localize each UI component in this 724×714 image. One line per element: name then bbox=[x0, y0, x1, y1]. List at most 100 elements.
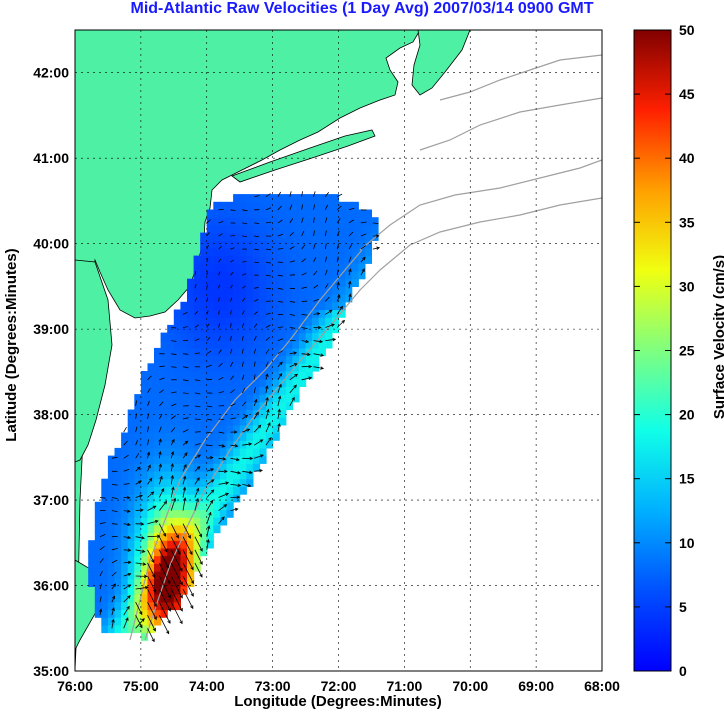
velocity-arrow bbox=[277, 383, 282, 394]
velocity-cell bbox=[292, 232, 300, 241]
velocity-cell bbox=[318, 340, 326, 349]
velocity-cell bbox=[226, 371, 234, 380]
velocity-cell bbox=[193, 547, 201, 557]
velocity-cell bbox=[252, 247, 261, 257]
velocity-cell bbox=[94, 578, 102, 587]
velocity-cell bbox=[173, 378, 181, 387]
velocity-cell bbox=[154, 417, 162, 426]
velocity-cell bbox=[147, 471, 155, 480]
velocity-cell bbox=[180, 463, 188, 472]
velocity-cell bbox=[187, 417, 195, 426]
velocity-cell bbox=[266, 409, 274, 418]
velocity-arrow bbox=[324, 217, 328, 224]
velocity-cell bbox=[285, 401, 293, 411]
velocity-cell bbox=[226, 317, 234, 326]
velocity-cell bbox=[219, 317, 228, 326]
velocity-cell bbox=[351, 255, 359, 264]
velocity-arrow bbox=[254, 235, 260, 238]
velocity-cell bbox=[213, 217, 221, 226]
velocity-cell bbox=[305, 332, 313, 341]
velocity-cell bbox=[299, 294, 307, 303]
velocity-cell bbox=[305, 232, 313, 241]
velocity-arrow bbox=[218, 336, 221, 341]
velocity-cell bbox=[107, 478, 116, 487]
velocity-cell bbox=[338, 224, 346, 234]
velocity-cell bbox=[94, 517, 102, 526]
velocity-arrow bbox=[170, 523, 179, 539]
velocity-arrow bbox=[265, 408, 270, 420]
velocity-cell bbox=[345, 240, 353, 249]
velocity-cell bbox=[305, 317, 313, 326]
velocity-arrow bbox=[206, 511, 212, 524]
velocity-cell bbox=[167, 332, 175, 341]
velocity-cell bbox=[107, 524, 116, 534]
velocity-cell bbox=[134, 571, 142, 580]
velocity-cell bbox=[187, 455, 195, 464]
velocity-cell bbox=[114, 624, 122, 634]
velocity-cell bbox=[206, 317, 214, 326]
velocity-cell bbox=[219, 309, 228, 318]
velocity-cell bbox=[206, 524, 214, 534]
velocity-cell bbox=[173, 509, 181, 518]
velocity-arrow bbox=[206, 489, 215, 498]
velocity-cell bbox=[187, 301, 195, 311]
velocity-cell bbox=[101, 532, 109, 541]
velocity-cell bbox=[272, 224, 280, 234]
velocity-cell bbox=[127, 478, 135, 487]
velocity-cell bbox=[147, 609, 155, 618]
velocity-arrow bbox=[301, 217, 304, 224]
velocity-cell bbox=[121, 447, 129, 457]
velocity-arrow bbox=[194, 487, 200, 498]
velocity-arrow bbox=[230, 284, 233, 289]
velocity-cell bbox=[213, 255, 221, 264]
velocity-cell bbox=[213, 455, 221, 464]
velocity-cell bbox=[101, 555, 109, 564]
velocity-cell bbox=[140, 609, 149, 618]
velocity-cell bbox=[345, 286, 353, 295]
velocity-cell bbox=[167, 563, 175, 572]
velocity-cell bbox=[121, 471, 129, 480]
velocity-cell bbox=[299, 247, 307, 257]
velocity-cell bbox=[206, 494, 214, 503]
velocity-cell bbox=[266, 294, 274, 303]
velocity-cell bbox=[127, 571, 135, 580]
velocity-cell bbox=[305, 209, 313, 218]
velocity-cell bbox=[180, 455, 188, 464]
velocity-cell bbox=[233, 232, 241, 241]
velocity-cell bbox=[259, 209, 267, 218]
velocity-cell bbox=[147, 571, 155, 580]
velocity-cell bbox=[331, 263, 340, 272]
velocity-cell bbox=[200, 409, 208, 418]
velocity-arrow bbox=[241, 374, 245, 380]
velocity-cell bbox=[246, 232, 254, 241]
velocity-arrow bbox=[301, 352, 311, 357]
velocity-cell bbox=[140, 371, 149, 380]
velocity-cell bbox=[167, 578, 175, 587]
velocity-cell bbox=[154, 617, 162, 626]
velocity-cell bbox=[285, 263, 293, 272]
velocity-cell bbox=[193, 332, 201, 341]
velocity-cell bbox=[364, 209, 372, 218]
velocity-cell bbox=[318, 240, 326, 249]
velocity-cell bbox=[180, 332, 188, 341]
velocity-arrow bbox=[218, 221, 224, 224]
velocity-cell bbox=[279, 271, 287, 280]
velocity-cell bbox=[252, 355, 261, 364]
velocity-cell bbox=[266, 278, 274, 287]
velocity-cell bbox=[147, 501, 155, 511]
velocity-cell bbox=[279, 340, 287, 349]
velocity-arrow bbox=[360, 221, 367, 224]
velocity-cell bbox=[114, 578, 122, 587]
velocity-cell bbox=[325, 217, 333, 226]
velocity-cell bbox=[259, 201, 267, 211]
velocity-cell bbox=[167, 417, 175, 426]
velocity-arrow bbox=[206, 468, 215, 472]
velocity-cell bbox=[140, 601, 149, 611]
velocity-cell bbox=[312, 317, 320, 326]
bathymetry-contours bbox=[129, 54, 602, 641]
velocity-cell bbox=[114, 478, 122, 487]
velocity-cell bbox=[285, 378, 293, 387]
y-tick-label: 35:00 bbox=[33, 663, 69, 679]
velocity-cell bbox=[187, 563, 195, 572]
velocity-arrow bbox=[171, 403, 177, 407]
